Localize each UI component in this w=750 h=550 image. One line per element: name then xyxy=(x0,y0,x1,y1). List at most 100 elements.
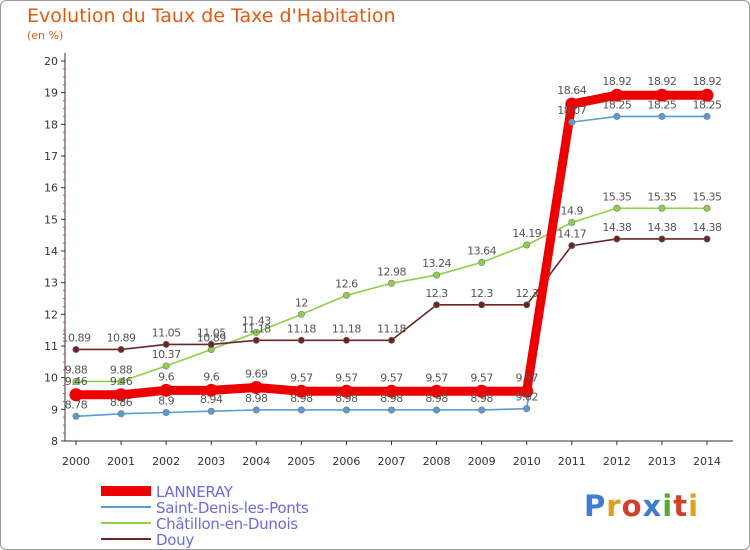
data-label: 9.57 xyxy=(425,371,448,384)
data-label: 10.89 xyxy=(107,331,136,344)
data-label: 8.9 xyxy=(158,395,174,408)
data-point xyxy=(568,219,576,227)
series-points xyxy=(69,88,714,420)
y-tick-label: 18 xyxy=(44,118,58,131)
data-point xyxy=(342,406,350,414)
x-tick-label: 2011 xyxy=(558,455,586,468)
data-label: 18.92 xyxy=(602,75,631,88)
data-point xyxy=(72,377,80,385)
data-label: 13.24 xyxy=(422,257,451,270)
data-label: 9.02 xyxy=(515,391,538,404)
data-label: 8.98 xyxy=(380,392,403,405)
legend-swatch xyxy=(101,533,151,545)
data-label: 8.98 xyxy=(470,392,493,405)
legend-label: Douy xyxy=(156,531,194,549)
data-label: 11.43 xyxy=(242,314,271,327)
data-point xyxy=(297,406,305,414)
proxiti-logo: Proxiti xyxy=(584,489,700,523)
data-point xyxy=(433,301,441,309)
data-label: 8.86 xyxy=(110,396,133,409)
data-point xyxy=(568,118,576,126)
x-tick-label: 2009 xyxy=(468,455,496,468)
data-point xyxy=(658,204,666,212)
x-tick-label: 2002 xyxy=(152,455,180,468)
x-tick-label: 2010 xyxy=(513,455,541,468)
data-point xyxy=(252,328,260,336)
data-label: 18.92 xyxy=(647,75,676,88)
y-tick-label: 11 xyxy=(44,340,58,353)
data-point xyxy=(658,112,666,120)
y-tick-label: 16 xyxy=(44,182,58,195)
data-point xyxy=(610,88,624,102)
y-tick-label: 13 xyxy=(44,277,58,290)
data-point xyxy=(478,258,486,266)
data-label: 11.18 xyxy=(287,322,316,335)
chart-subtitle: (en %) xyxy=(27,29,64,42)
data-point xyxy=(297,310,305,318)
data-label: 9.46 xyxy=(110,375,133,388)
data-label: 14.38 xyxy=(602,221,631,234)
data-label: 14.38 xyxy=(693,221,722,234)
data-label: 8.94 xyxy=(200,393,223,406)
data-point xyxy=(523,301,531,309)
data-point xyxy=(387,406,395,414)
data-point xyxy=(159,383,173,397)
legend: LANNERAY Saint-Denis-les-Ponts Châtillon-e… xyxy=(101,483,401,549)
data-point xyxy=(117,345,125,353)
data-label: 8.98 xyxy=(290,392,313,405)
data-point xyxy=(478,301,486,309)
data-label: 12.6 xyxy=(335,277,358,290)
series-lines xyxy=(75,90,707,418)
x-tick-label: 2000 xyxy=(62,455,90,468)
data-point xyxy=(658,235,666,243)
data-point xyxy=(475,384,489,398)
y-tick-label: 9 xyxy=(51,403,58,416)
legend-item: Saint-Denis-les-Ponts xyxy=(101,499,401,517)
x-tick-label: 2013 xyxy=(648,455,676,468)
legend-swatch xyxy=(101,517,151,529)
data-label: 18.92 xyxy=(693,75,722,88)
data-label: 13.64 xyxy=(467,244,496,257)
legend-swatch xyxy=(101,501,151,513)
data-label: 9.6 xyxy=(203,370,219,383)
data-point xyxy=(72,412,80,420)
data-point xyxy=(520,384,534,398)
x-tick-label: 2008 xyxy=(423,455,451,468)
data-point xyxy=(117,377,125,385)
data-point xyxy=(72,345,80,353)
data-label: 11.18 xyxy=(242,322,271,335)
data-label: 11.18 xyxy=(332,322,361,335)
data-point xyxy=(385,384,398,398)
data-label: 12.98 xyxy=(377,265,406,278)
data-point xyxy=(342,336,350,344)
x-tick-label: 2007 xyxy=(378,455,406,468)
data-point xyxy=(162,362,170,370)
y-tick-label: 19 xyxy=(44,87,58,100)
legend-label: LANNERAY xyxy=(156,483,233,501)
data-label: 14.19 xyxy=(512,227,541,240)
x-tick-label: 2012 xyxy=(603,455,631,468)
y-tick-label: 15 xyxy=(44,213,58,226)
data-label: 14.17 xyxy=(557,228,586,241)
data-label: 18.07 xyxy=(557,104,586,117)
data-point xyxy=(433,271,441,279)
data-point xyxy=(613,112,621,120)
data-label: 9.57 xyxy=(470,371,493,384)
data-label: 8.78 xyxy=(65,398,88,411)
data-label: 18.25 xyxy=(647,98,676,111)
data-point xyxy=(568,242,576,250)
data-label: 18.25 xyxy=(602,98,631,111)
data-point xyxy=(478,406,486,414)
data-point xyxy=(433,406,441,414)
data-label: 12.3 xyxy=(515,287,538,300)
data-label: 10.37 xyxy=(152,348,181,361)
data-label: 10.89 xyxy=(197,331,226,344)
data-label: 12.3 xyxy=(425,287,448,300)
x-tick-label: 2005 xyxy=(287,455,315,468)
data-point xyxy=(249,380,263,394)
x-tick-label: 2006 xyxy=(332,455,360,468)
data-label: 15.35 xyxy=(647,190,676,203)
data-label: 9.57 xyxy=(380,371,403,384)
data-label: 14.9 xyxy=(561,205,584,218)
